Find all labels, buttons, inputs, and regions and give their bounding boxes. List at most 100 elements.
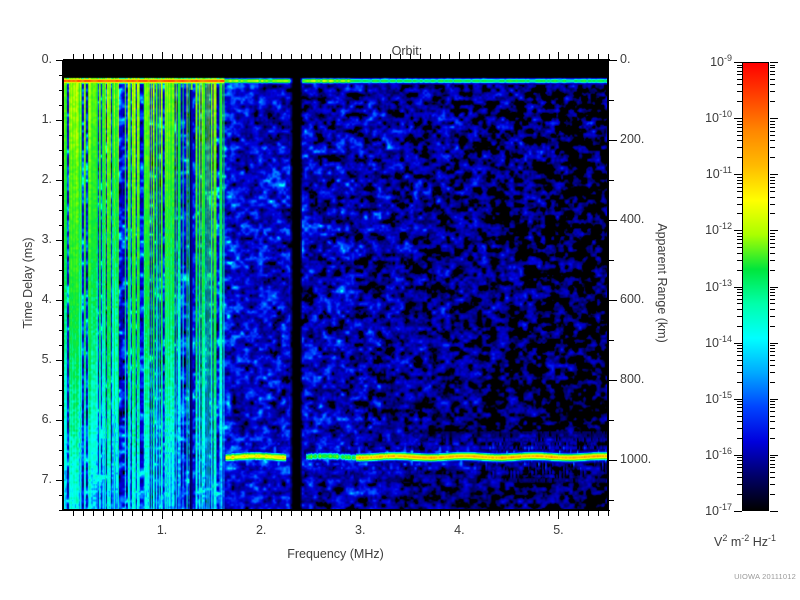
x-minor-tick <box>539 511 540 516</box>
y-minor-tick-left <box>59 210 63 211</box>
colorbar-tick-label: 10-9 <box>668 53 732 69</box>
y-major-tick-right <box>609 60 617 61</box>
colorbar-minor-tick-right <box>770 233 775 234</box>
x-minor-tick <box>182 511 183 516</box>
x-minor-tick-top <box>291 54 292 59</box>
y-tick-label-right: 1000. <box>620 452 652 466</box>
colorbar-minor-tick-left <box>737 460 742 461</box>
colorbar-minor-tick-left <box>737 326 742 327</box>
x-minor-tick <box>469 511 470 516</box>
y-minor-tick-left <box>59 390 63 391</box>
colorbar-major-tick-left <box>734 511 742 512</box>
colorbar-minor-tick-right <box>770 316 775 317</box>
colorbar-minor-tick-right <box>770 460 775 461</box>
x-minor-tick <box>202 511 203 516</box>
colorbar-exponent: -17 <box>718 502 732 512</box>
x-minor-tick-top <box>380 54 381 59</box>
y-tick-label-left: 6. <box>41 412 52 426</box>
colorbar-minor-tick-right <box>770 260 775 261</box>
colorbar-minor-tick-right <box>770 204 775 205</box>
colorbar-exponent: -15 <box>718 389 732 400</box>
colorbar-minor-tick-left <box>737 233 742 234</box>
x-minor-tick-top <box>172 54 173 59</box>
x-minor-tick <box>222 511 223 516</box>
colorbar-major-tick-left <box>734 399 742 400</box>
x-minor-tick <box>331 511 332 516</box>
colorbar-minor-tick-left <box>737 157 742 158</box>
colorbar-exponent: -14 <box>718 333 732 344</box>
y-axis-title-right: Apparent Range (km) <box>655 223 669 343</box>
y-minor-tick-right <box>609 420 614 421</box>
x-minor-tick <box>142 511 143 516</box>
colorbar-minor-tick-right <box>770 372 775 373</box>
y-major-tick-right <box>609 300 617 301</box>
x-minor-tick <box>291 511 292 516</box>
colorbar-minor-tick-left <box>737 289 742 290</box>
x-minor-tick-top <box>519 54 520 59</box>
colorbar-minor-tick-left <box>737 457 742 458</box>
colorbar-minor-tick-left <box>737 79 742 80</box>
y-tick-label-left: 4. <box>41 292 52 306</box>
x-minor-tick <box>271 511 272 516</box>
y-minor-tick-left <box>59 465 63 466</box>
units-hertz-exp: -1 <box>768 533 777 543</box>
colorbar-minor-tick-right <box>770 74 775 75</box>
y-tick-label-right: 200. <box>620 132 645 146</box>
x-minor-tick <box>340 511 341 516</box>
y-tick-label-right: 800. <box>620 372 645 386</box>
y-minor-tick-left <box>59 105 63 106</box>
y-minor-tick-right <box>609 180 614 181</box>
y-minor-tick-left <box>59 330 63 331</box>
colorbar-minor-tick-left <box>737 270 742 271</box>
units-meter-exp: -2 <box>741 533 750 543</box>
colorbar-minor-tick-left <box>737 348 742 349</box>
colorbar-minor-tick-left <box>737 260 742 261</box>
x-major-tick-top <box>162 52 163 60</box>
x-major-tick-top <box>459 52 460 60</box>
colorbar-minor-tick-left <box>737 204 742 205</box>
colorbar-minor-tick-right <box>770 67 775 68</box>
y-minor-tick-left <box>59 510 63 511</box>
x-minor-tick <box>113 511 114 516</box>
x-minor-tick-top <box>469 54 470 59</box>
colorbar-minor-tick-left <box>737 467 742 468</box>
colorbar-minor-tick-left <box>737 416 742 417</box>
x-minor-tick <box>350 511 351 516</box>
x-minor-tick-top <box>400 54 401 59</box>
x-minor-tick-top <box>241 54 242 59</box>
colorbar-minor-tick-right <box>770 428 775 429</box>
colorbar-minor-tick-left <box>737 124 742 125</box>
colorbar-minor-tick-left <box>737 382 742 383</box>
colorbar-major-tick-right <box>770 118 778 119</box>
colorbar-minor-tick-left <box>737 407 742 408</box>
x-minor-tick <box>479 511 480 516</box>
x-minor-tick <box>568 511 569 516</box>
colorbar-mantissa: 10 <box>705 223 719 238</box>
colorbar-minor-tick-left <box>737 127 742 128</box>
x-minor-tick-top <box>608 54 609 59</box>
x-minor-tick <box>509 511 510 516</box>
x-minor-tick-top <box>281 54 282 59</box>
colorbar-minor-tick-left <box>737 131 742 132</box>
colorbar-minor-tick-left <box>737 191 742 192</box>
colorbar-minor-tick-right <box>770 472 775 473</box>
x-minor-tick-top <box>479 54 480 59</box>
colorbar-major-tick-left <box>734 287 742 288</box>
colorbar-minor-tick-left <box>737 360 742 361</box>
colorbar-minor-tick-left <box>737 243 742 244</box>
x-minor-tick-top <box>192 54 193 59</box>
x-tick-label: 2. <box>255 523 267 537</box>
x-minor-tick-top <box>103 54 104 59</box>
colorbar-minor-tick-left <box>737 65 742 66</box>
x-axis-title: Frequency (MHz) <box>287 547 384 561</box>
units-volt: V <box>713 535 723 550</box>
colorbar-major-tick-right <box>770 62 778 63</box>
colorbar-minor-tick-right <box>770 121 775 122</box>
x-minor-tick-top <box>370 54 371 59</box>
units-hertz: Hz <box>749 535 768 550</box>
colorbar-minor-tick-right <box>770 467 775 468</box>
x-minor-tick <box>172 511 173 516</box>
colorbar-minor-tick-right <box>770 382 775 383</box>
x-minor-tick <box>192 511 193 516</box>
x-major-tick-top <box>261 52 262 60</box>
